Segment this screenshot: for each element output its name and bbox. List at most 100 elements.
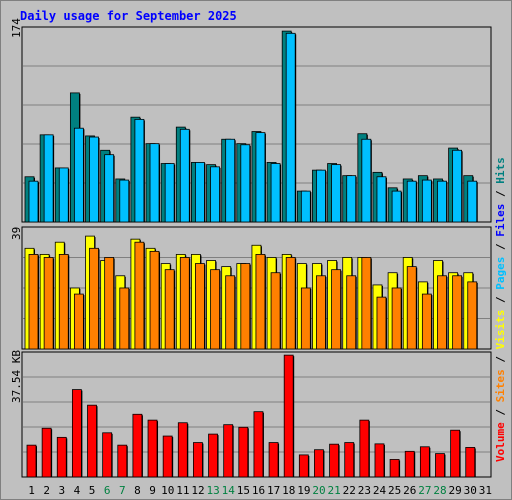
volume-bar	[419, 446, 430, 478]
legend-separator: /	[494, 183, 507, 204]
day-label: 27	[418, 484, 431, 497]
volume-bar	[253, 411, 264, 478]
files-bar	[73, 127, 84, 223]
sites-bar	[421, 293, 432, 350]
files-bar	[406, 180, 417, 223]
volume-bar	[283, 354, 294, 478]
files-bar	[467, 180, 478, 223]
volume-bar	[450, 429, 461, 478]
legend-pages: Pages	[494, 256, 507, 290]
legend-sites: Sites	[494, 369, 507, 403]
files-bar	[225, 138, 236, 223]
volume-bar	[177, 422, 188, 478]
sites-bar	[316, 275, 326, 350]
volume-bar	[374, 443, 385, 478]
volume-bar	[298, 454, 309, 478]
legend-separator: /	[494, 349, 507, 370]
volume-bar	[435, 453, 445, 478]
legend-separator: /	[494, 289, 507, 310]
volume-bar	[344, 442, 355, 478]
chart-legend: Volume / Sites / Visits / Pages / Files …	[494, 157, 507, 462]
sites-bar	[43, 257, 54, 350]
sites-bar	[179, 257, 190, 350]
files-bar	[270, 163, 281, 223]
day-label: 14	[222, 484, 236, 497]
files-bar	[164, 163, 175, 223]
day-label: 26	[403, 484, 416, 497]
files-bar	[391, 190, 402, 223]
volume-bar	[147, 419, 158, 478]
volume-bar	[117, 444, 128, 478]
sites-bar	[391, 287, 402, 350]
volume-bar	[87, 404, 97, 478]
files-bar	[119, 179, 130, 223]
day-label: 1	[28, 484, 35, 497]
sites-bar	[300, 287, 311, 350]
sites-bar	[89, 247, 99, 350]
sites-bar	[134, 241, 145, 350]
day-label: 31	[479, 484, 492, 497]
day-label: 6	[104, 484, 111, 497]
day-label: 24	[373, 484, 387, 497]
legend-visits: Visits	[494, 309, 507, 350]
volume-bar	[71, 389, 82, 478]
day-label: 17	[267, 484, 280, 497]
files-bar	[300, 190, 311, 223]
sites-bar	[195, 263, 205, 350]
files-bar	[376, 176, 387, 223]
volume-bar	[238, 426, 249, 478]
volume-bar	[162, 435, 173, 478]
files-bar	[149, 143, 160, 223]
volume-bar	[314, 449, 324, 478]
volume-bar	[41, 427, 52, 478]
files-bar	[316, 169, 326, 223]
files-bar	[195, 162, 205, 223]
sites-bar	[346, 275, 357, 350]
day-label: 20	[312, 484, 325, 497]
volume-bar	[404, 450, 415, 478]
volume-bar	[193, 442, 203, 478]
day-label: 3	[59, 484, 66, 497]
legend-separator: /	[494, 236, 507, 257]
day-label: 29	[449, 484, 462, 497]
files-bar	[104, 154, 115, 223]
files-bar	[346, 175, 357, 223]
sites-bar	[376, 296, 387, 350]
day-label: 18	[282, 484, 295, 497]
files-bar	[331, 164, 341, 223]
files-bar	[28, 180, 39, 223]
day-label: 9	[149, 484, 156, 497]
files-bar	[421, 179, 432, 223]
chart-title: Daily usage for September 2025	[20, 9, 237, 23]
sites-bar	[331, 269, 341, 350]
files-bar	[285, 32, 296, 223]
volume-bar	[329, 443, 339, 478]
sites-bar	[119, 287, 130, 350]
day-label: 19	[297, 484, 310, 497]
sites-bar	[104, 257, 115, 350]
sites-bar	[437, 275, 447, 350]
day-label: 28	[433, 484, 446, 497]
day-label: 22	[343, 484, 356, 497]
sites-bar	[285, 257, 296, 350]
volume-bar	[359, 419, 370, 478]
files-bar	[437, 180, 447, 223]
sites-bar	[240, 263, 251, 350]
day-label: 2	[43, 484, 50, 497]
day-label: 21	[328, 484, 341, 497]
legend-hits: Hits	[494, 157, 507, 184]
files-bar	[89, 136, 99, 223]
day-label: 10	[161, 484, 174, 497]
files-bar	[361, 138, 372, 223]
files-bar	[58, 167, 69, 223]
sites-bar	[73, 293, 84, 350]
files-bar	[134, 118, 145, 223]
volume-bar	[56, 436, 67, 478]
files-bar	[255, 132, 266, 223]
legend-volume: Volume	[494, 422, 507, 462]
sites-bar	[149, 250, 160, 350]
day-label: 5	[89, 484, 96, 497]
sites-bar	[361, 257, 372, 350]
volume-bar	[268, 442, 279, 478]
